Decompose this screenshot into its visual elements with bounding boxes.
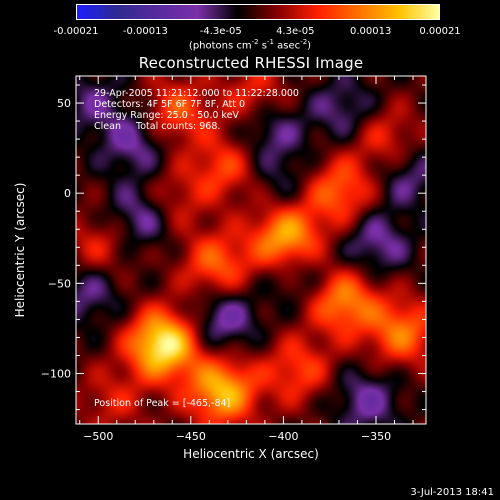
annotation-block: 29-Apr-2005 11:21:12.000 to 11:22:28.000…: [94, 88, 299, 409]
chart-title: Reconstructed RHESSI Image: [138, 54, 364, 72]
colorbar: [76, 4, 440, 24]
colorbar-gradient: [76, 4, 440, 20]
x-tick-label: −500: [83, 430, 113, 443]
annotation-total-counts: Clean Total counts: 968.: [94, 121, 220, 132]
x-tick-label: −350: [361, 430, 391, 443]
y-tick-label: 50: [57, 97, 71, 110]
colorbar-unit-label: (photons cm-2 s-1 asec-2): [188, 38, 312, 52]
annotation-detectors: Detectors: 4F 5F 6F 7F 8F, Att 0: [94, 99, 245, 110]
y-tick-label: −100: [41, 368, 71, 381]
colorbar-tick-label: -0.00013: [122, 26, 168, 37]
x-axis-title: Heliocentric X (arcsec): [183, 447, 319, 461]
x-tick-label: −400: [268, 430, 298, 443]
y-tick-label: −50: [48, 277, 71, 290]
colorbar-tick-label: 4.3e-05: [276, 26, 315, 37]
annotation-energy-range: Energy Range: 25.0 - 50.0 keV: [94, 110, 239, 121]
x-tick-label: −450: [176, 430, 206, 443]
colorbar-tick-label: 0.00013: [349, 26, 392, 37]
plot-frame: [75, 75, 427, 425]
colorbar-tick-label: 0.00021: [419, 26, 461, 37]
timestamp: 3-Jul-2013 18:41: [410, 487, 494, 498]
annotation-peak-position: Position of Peak = [-465,-84]: [94, 398, 230, 409]
y-axis-title: Heliocentric Y (arcsec): [13, 183, 27, 318]
heatmap-image: [76, 76, 426, 424]
y-tick-label: 0: [64, 187, 71, 200]
colorbar-tick-label: -4.3e-05: [199, 26, 242, 37]
colorbar-tick-label: -0.00021: [53, 26, 99, 37]
annotation-time-range: 29-Apr-2005 11:21:12.000 to 11:22:28.000: [94, 88, 299, 99]
